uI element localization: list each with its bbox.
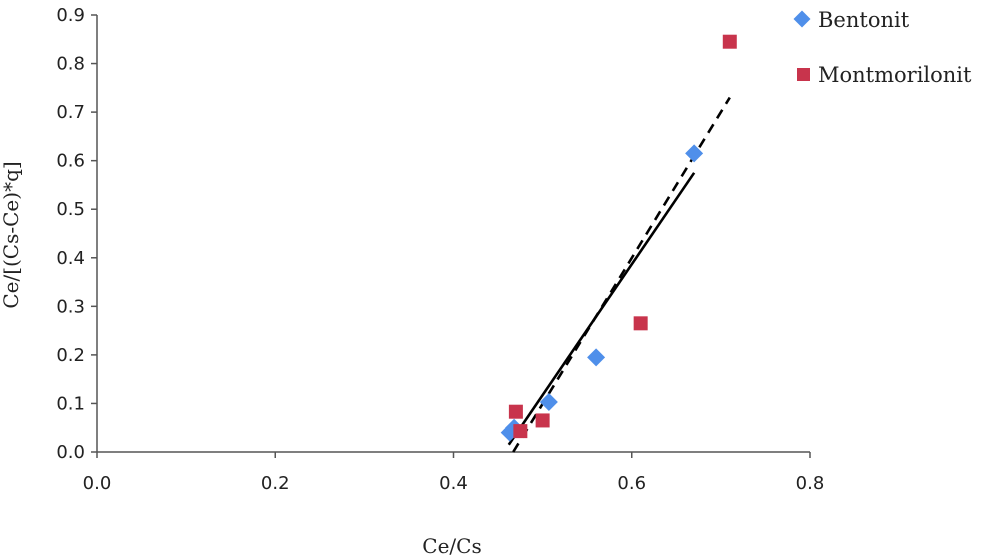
data-point-montmorilonit	[722, 34, 737, 49]
legend: Bentonit Montmorilonit	[793, 8, 972, 87]
data-point-montmorilonit	[513, 424, 528, 439]
data-point-montmorilonit	[633, 316, 648, 331]
x-tick-label: 0.6	[617, 473, 646, 494]
tick-labels: 0.0 0.2 0.4 0.6 0.8 0.0 0.1 0.2 0.3 0.4 0.5 0.6 0.7 0…	[56, 5, 824, 494]
data-points	[500, 34, 737, 442]
legend-item-bentonit: Bentonit	[793, 8, 910, 32]
legend-label-bentonit: Bentonit	[818, 8, 910, 32]
y-tick-label: 0.2	[56, 345, 85, 366]
y-tick-label: 0.9	[56, 5, 85, 26]
y-tick-label: 0.0	[56, 442, 85, 463]
axes	[91, 14, 811, 458]
y-tick-label: 0.7	[56, 102, 85, 123]
legend-label-montmorilonit: Montmorilonit	[818, 63, 972, 87]
x-tick-label: 0.4	[439, 473, 468, 494]
y-tick-label: 0.3	[56, 296, 85, 317]
trendline-bentonit	[507, 172, 696, 446]
x-tick-label: 0.2	[261, 473, 290, 494]
data-point-montmorilonit	[508, 404, 523, 419]
x-tick-label: 0.8	[796, 473, 825, 494]
legend-item-montmorilonit: Montmorilonit	[797, 63, 972, 87]
y-tick-label: 0.5	[56, 199, 85, 220]
y-tick-label: 0.6	[56, 151, 85, 172]
data-point-bentonit	[587, 348, 606, 367]
x-axis-title: Ce/Cs	[422, 534, 481, 558]
data-point-bentonit	[685, 144, 704, 163]
legend-marker-montmorilonit	[797, 68, 810, 81]
legend-marker-bentonit	[793, 10, 811, 28]
data-point-montmorilonit	[535, 413, 550, 428]
x-tick-label: 0.0	[83, 473, 112, 494]
y-tick-label: 0.4	[56, 248, 85, 269]
y-tick-label: 0.1	[56, 393, 85, 414]
data-point-bentonit	[539, 392, 558, 411]
y-axis-title: Ce/[(Cs-Ce)*q]	[0, 161, 23, 308]
y-tick-label: 0.8	[56, 54, 85, 75]
